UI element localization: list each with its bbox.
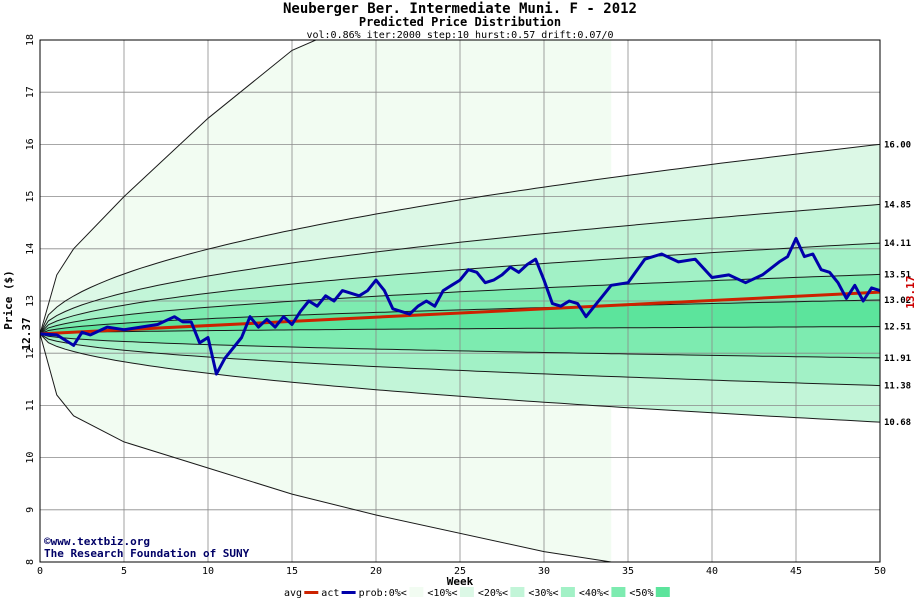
band-extreme-lower-line (40, 333, 612, 562)
y-tick-label: 18 (25, 34, 36, 46)
band-end-label: 14.85 (884, 200, 911, 210)
legend-box-swatch (409, 587, 424, 597)
start-price-label: 12.37 (20, 317, 33, 350)
credit-org: The Research Foundation of SUNY (44, 547, 250, 560)
y-tick-label: 10 (25, 452, 36, 464)
band-boundary-line (40, 143, 880, 335)
legend-item-label: <10%< (427, 588, 457, 599)
x-axis-label: Week (447, 575, 474, 588)
plot-border (39, 39, 881, 563)
y-axis-label: Price ($) (2, 270, 15, 330)
x-tick-label: 40 (706, 566, 718, 577)
plot-content (40, 40, 880, 562)
band-end-label: 13.02 (884, 296, 911, 306)
x-tick-label: 30 (538, 566, 550, 577)
band-boundary-line (40, 333, 880, 387)
x-tick-label: 25 (454, 566, 466, 577)
avg-line (40, 290, 880, 336)
band-end-label: 13.51 (884, 270, 911, 280)
legend-item-label: <20%< (478, 588, 508, 599)
band-boundary-line (40, 326, 880, 335)
legend-item-label: <30%< (528, 588, 558, 599)
y-tick-label: 8 (25, 559, 36, 565)
band-boundary-line (40, 333, 880, 359)
legend-box-swatch (655, 587, 670, 597)
band-end-label: 11.38 (884, 382, 911, 392)
band-boundary-line (40, 333, 880, 423)
y-tick-label: 14 (25, 243, 36, 255)
y-tick-label: 11 (25, 399, 36, 411)
y-tick-label: 9 (25, 507, 36, 513)
x-tick-label: 20 (370, 566, 382, 577)
band-end-label: 12.51 (884, 323, 911, 333)
legend-item-label: <50% (629, 588, 653, 599)
chart-title: Neuberger Ber. Intermediate Muni. F - 20… (283, 1, 637, 17)
legend-item-label: prob:0%< (359, 588, 407, 599)
legend: avg act prob:0%< <10%< <20%< <30%< <40%< <50% (284, 587, 670, 599)
band-end-label: 16.00 (884, 140, 911, 150)
y-tick-label: 13 (25, 295, 36, 307)
plot-area: 0 5 10 15 20 25 30 35 40 45 50 8 9 10 11 12 13 14 15 16 17 18… (20, 34, 917, 577)
band-end-label: 14.11 (884, 239, 911, 249)
legend-line-swatch (341, 591, 356, 594)
band-extreme-upper-line (40, 40, 318, 335)
y-tick-label: 16 (25, 138, 36, 150)
y-tick-label: 17 (25, 86, 36, 98)
end-price-label: 13.17 (904, 276, 917, 309)
x-tick-label: 5 (121, 566, 127, 577)
band-boundary-line (40, 242, 880, 335)
legend-box-swatch (459, 587, 474, 597)
band-end-label: 10.68 (884, 418, 911, 428)
actual-price-line (40, 236, 880, 376)
legend-item-label: <40%< (579, 588, 609, 599)
x-tick-label: 45 (790, 566, 802, 577)
legend-item-label: avg (284, 588, 302, 599)
chart-subtitle: Predicted Price Distribution (359, 15, 561, 29)
x-tick-label: 35 (622, 566, 634, 577)
y-tick-label: 12 (25, 347, 36, 359)
legend-line-swatch (304, 591, 319, 594)
credit-site: ©www.textbiz.org (44, 535, 150, 548)
y-tick-label: 15 (25, 191, 36, 203)
legend-box-swatch (510, 587, 525, 597)
band-boundary-line (40, 203, 880, 335)
x-tick-label: 15 (286, 566, 298, 577)
legend-item-label: act (321, 588, 339, 599)
simulation-params: vol:0.86% iter:2000 step:10 hurst:0.57 d… (306, 30, 613, 41)
legend-box-swatch (611, 587, 626, 597)
legend-box-swatch (560, 587, 575, 597)
x-tick-label: 50 (874, 566, 886, 577)
band-end-label: 11.91 (884, 354, 911, 364)
x-tick-label: 0 (37, 566, 43, 577)
x-tick-label: 10 (202, 566, 214, 577)
